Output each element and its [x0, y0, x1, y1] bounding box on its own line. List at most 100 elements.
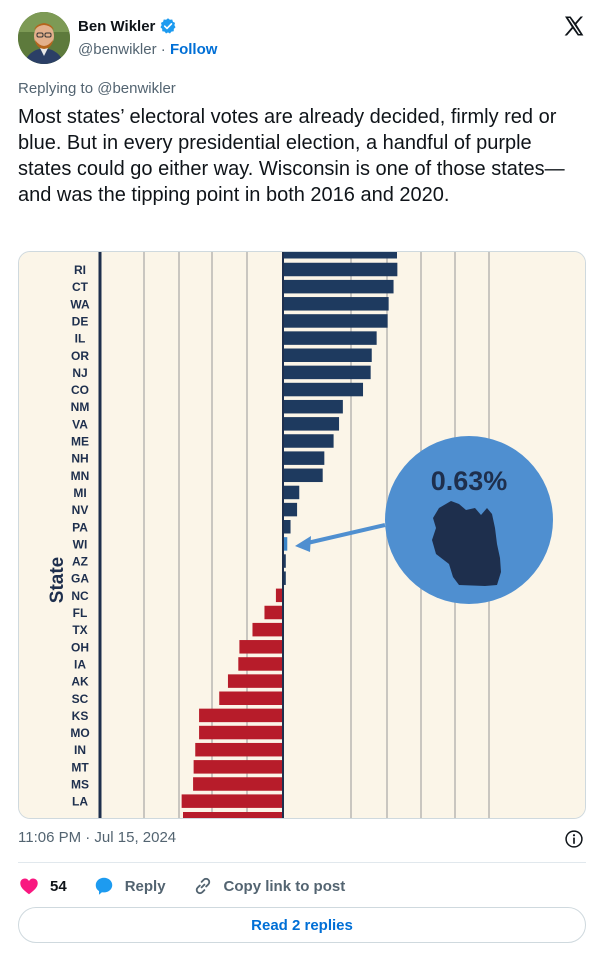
- state-label: MI: [73, 486, 86, 500]
- state-label: KS: [72, 709, 89, 723]
- callout-arrowhead-icon: [295, 536, 311, 552]
- state-label: DE: [72, 314, 89, 328]
- action-bar: 54 Reply Copy link to post: [18, 873, 371, 899]
- bar-nm: [284, 399, 343, 414]
- state-label: GA: [71, 572, 89, 586]
- tweet-header: Ben Wikler @benwikler · Follow: [18, 12, 586, 68]
- state-label: VA: [72, 417, 88, 431]
- verified-badge-icon: [160, 18, 176, 34]
- chart: RI CT WA DE IL OR NJ CO NM VA ME NH MN MI NV PA WI AZ GA NC…: [19, 252, 585, 818]
- state-label: LA: [72, 795, 88, 809]
- avatar-image: [18, 12, 70, 64]
- bar-va: [284, 417, 340, 431]
- state-label: MS: [71, 778, 89, 792]
- state-label: NH: [71, 452, 88, 466]
- bar-ms: [193, 777, 283, 791]
- bar-ia: [238, 657, 283, 671]
- bar-or: [284, 348, 372, 362]
- x-logo-icon[interactable]: [562, 14, 586, 38]
- callout: 0.63%: [295, 436, 553, 604]
- bar-fl: [264, 605, 283, 620]
- bar-az: [284, 554, 286, 568]
- reply-bubble-icon: [95, 877, 112, 895]
- bar-wi: [284, 537, 288, 551]
- state-labels: RI CT WA DE IL OR NJ CO NM VA ME NH MN MI NV PA WI AZ GA NC…: [70, 263, 90, 809]
- wisconsin-shape-icon: [432, 501, 501, 586]
- reply-button[interactable]: Reply: [93, 875, 166, 897]
- state-label: NV: [72, 503, 89, 517]
- bar-nc: [275, 588, 283, 603]
- bar-nj: [284, 365, 371, 380]
- bar-clipped-bottom: [183, 812, 282, 818]
- state-label: PA: [72, 520, 88, 534]
- state-label: MT: [71, 760, 89, 774]
- author-name[interactable]: Ben Wikler: [78, 17, 156, 35]
- state-label: RI: [74, 263, 86, 277]
- state-label: OR: [71, 349, 89, 363]
- bar-ct: [284, 279, 394, 294]
- bar-clipped-top: [284, 252, 397, 259]
- name-row: Ben Wikler: [78, 17, 177, 35]
- replying-to[interactable]: Replying to @benwikler: [18, 80, 176, 97]
- bar-co: [284, 382, 364, 397]
- bars: [181, 252, 398, 818]
- like-button[interactable]: 54: [18, 875, 67, 897]
- tweet-media-chart[interactable]: RI CT WA DE IL OR NJ CO NM VA ME NH MN MI NV PA WI AZ GA NC…: [18, 251, 586, 819]
- callout-arrow-line: [302, 523, 386, 546]
- timestamp[interactable]: 11:06 PM · Jul 15, 2024: [18, 829, 177, 846]
- bar-nv: [284, 502, 298, 517]
- state-label: IL: [75, 332, 86, 346]
- bar-mo: [199, 725, 283, 740]
- bar-oh: [239, 640, 283, 654]
- state-label: AZ: [72, 555, 88, 569]
- state-label: FL: [73, 606, 88, 620]
- axis-label: State: [47, 557, 68, 603]
- bar-in: [195, 742, 283, 757]
- state-label: NC: [71, 589, 89, 603]
- heart-icon: [20, 878, 38, 895]
- bar-ak: [227, 674, 283, 688]
- bar-mn: [284, 468, 323, 483]
- handle-row: @benwikler · Follow: [78, 41, 217, 58]
- read-replies-button[interactable]: Read 2 replies: [18, 907, 586, 943]
- state-label: IN: [74, 743, 86, 757]
- bar-sc: [219, 691, 283, 705]
- bar-wa: [284, 297, 389, 311]
- state-label: AK: [71, 675, 89, 689]
- author-handle[interactable]: @benwikler: [78, 41, 157, 58]
- link-icon: [195, 877, 210, 895]
- bar-de: [284, 314, 388, 328]
- bar-me: [284, 434, 334, 448]
- state-label: OH: [71, 640, 89, 654]
- state-label: ME: [71, 435, 89, 449]
- separator: ·: [160, 41, 166, 58]
- info-icon[interactable]: [564, 829, 584, 849]
- bar-ga: [284, 571, 286, 585]
- callout-value: 0.63%: [431, 466, 508, 496]
- divider: [18, 862, 586, 863]
- follow-button[interactable]: Follow: [169, 41, 218, 58]
- bar-ri: [284, 262, 398, 277]
- like-count: 54: [50, 877, 67, 895]
- copy-link-button[interactable]: Copy link to post: [192, 875, 346, 897]
- state-label: IA: [74, 657, 86, 671]
- bar-mt: [193, 760, 283, 774]
- bar-tx: [252, 622, 283, 637]
- state-label: NJ: [72, 366, 87, 380]
- bar-il: [284, 331, 377, 345]
- state-label: MO: [70, 726, 89, 740]
- state-label: TX: [72, 623, 87, 637]
- state-label: WI: [73, 537, 88, 551]
- copy-link-label: Copy link to post: [223, 877, 346, 895]
- bar-nh: [284, 451, 325, 465]
- bar-mi: [284, 485, 300, 500]
- avatar[interactable]: [18, 12, 70, 64]
- state-label: MN: [71, 469, 90, 483]
- state-label: WA: [70, 297, 90, 311]
- state-label: CT: [72, 280, 89, 294]
- bar-pa: [284, 520, 291, 534]
- state-label: SC: [72, 692, 89, 706]
- reply-label: Reply: [124, 877, 166, 895]
- state-label: NM: [71, 400, 90, 414]
- bar-ks: [199, 708, 283, 723]
